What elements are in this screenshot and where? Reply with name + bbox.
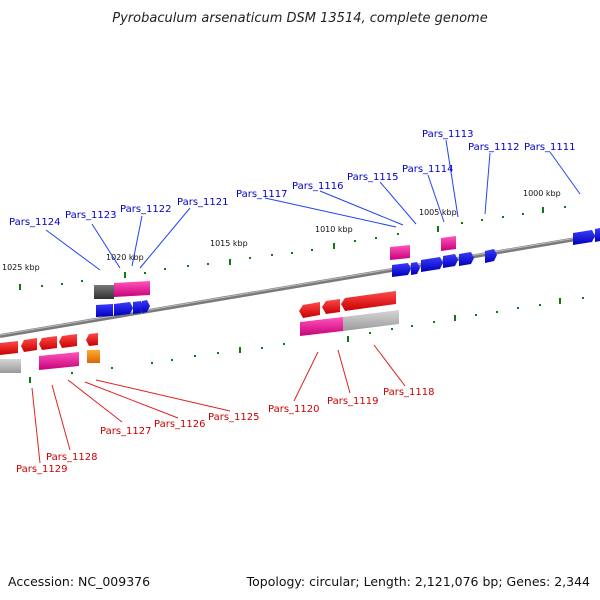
accession-text: Accession: NC_009376 (8, 574, 150, 589)
gene-label[interactable]: Pars_1115 (347, 172, 398, 183)
map-title: Pyrobaculum arsenaticum DSM 13514, compl… (112, 11, 487, 26)
kbp-label: 1015 kbp (210, 239, 248, 248)
gene-label[interactable]: Pars_1123 (65, 210, 116, 221)
gene-label[interactable]: Pars_1126 (154, 419, 205, 430)
gene-label[interactable]: Pars_1129 (16, 464, 67, 475)
kbp-label: 1000 kbp (523, 189, 561, 198)
gene-feature-pink[interactable] (390, 245, 410, 260)
gene-label[interactable]: Pars_1118 (383, 387, 434, 398)
gene-label[interactable]: Pars_1117 (236, 189, 287, 200)
kbp-tick-labels: 1025 kbp 1020 kbp 1015 kbp 1010 kbp 1005… (2, 189, 561, 272)
cds-arrow-reverse[interactable] (21, 338, 37, 352)
forward-strand-genes (94, 228, 600, 317)
gene-feature-pink[interactable] (114, 281, 150, 297)
cds-arrow-forward[interactable] (485, 249, 497, 263)
gene-feature-grey[interactable] (343, 310, 399, 331)
cds-arrow-reverse[interactable] (59, 334, 77, 348)
gene-feature-pink[interactable] (441, 236, 456, 251)
cds-arrow-forward[interactable] (142, 300, 150, 313)
gene-label[interactable]: Pars_1119 (327, 396, 378, 407)
cds-arrow-forward[interactable] (96, 304, 113, 317)
inner-tick-row (29, 297, 584, 383)
cds-arrow-reverse[interactable] (39, 336, 57, 350)
cds-arrow-reverse[interactable] (0, 341, 18, 355)
gene-label[interactable]: Pars_1127 (100, 426, 151, 437)
kbp-label: 1010 kbp (315, 225, 353, 234)
gene-label[interactable]: Pars_1120 (268, 404, 319, 415)
cds-arrow-forward[interactable] (392, 263, 411, 277)
cds-arrow-forward[interactable] (421, 257, 443, 272)
gene-feature-grey[interactable] (0, 359, 21, 373)
cds-arrow-forward[interactable] (573, 230, 595, 245)
kbp-label: 1025 kbp (2, 263, 40, 272)
gene-label[interactable]: Pars_1128 (46, 452, 97, 463)
forward-leader-lines (45, 139, 581, 271)
gene-feature-grey[interactable] (94, 285, 114, 299)
kbp-label: 1005 kbp (419, 208, 457, 217)
gene-feature-orange[interactable] (87, 350, 100, 363)
genome-backbone (0, 233, 600, 338)
genome-summary-text: Topology: circular; Length: 2,121,076 bp… (246, 574, 590, 589)
cds-arrow-forward[interactable] (411, 262, 420, 275)
gene-label[interactable]: Pars_1121 (177, 197, 228, 208)
forward-gene-labels: Pars_1124 Pars_1123 Pars_1122 Pars_1121 … (9, 129, 575, 228)
cds-arrow-reverse[interactable] (299, 302, 320, 318)
gene-label[interactable]: Pars_1116 (292, 181, 343, 192)
gene-feature-pink[interactable] (300, 317, 343, 336)
gene-label[interactable]: Pars_1113 (422, 129, 473, 140)
cds-arrow-forward[interactable] (133, 301, 144, 314)
genome-backbone-highlight (0, 233, 600, 336)
gene-label[interactable]: Pars_1122 (120, 204, 171, 215)
cds-arrow-forward[interactable] (443, 254, 458, 268)
cds-arrow-reverse[interactable] (86, 333, 98, 346)
gene-label[interactable]: Pars_1124 (9, 217, 60, 228)
gene-feature-pink[interactable] (39, 352, 79, 370)
reverse-gene-labels: Pars_1129 Pars_1128 Pars_1127 Pars_1126 … (16, 387, 434, 475)
gene-label[interactable]: Pars_1114 (402, 164, 453, 175)
gene-label[interactable]: Pars_1125 (208, 412, 259, 423)
reverse-strand-genes (0, 291, 399, 373)
gene-label[interactable]: Pars_1112 (468, 142, 519, 153)
cds-arrow-forward[interactable] (114, 302, 133, 316)
cds-arrow-reverse[interactable] (322, 299, 340, 314)
cds-arrow-forward[interactable] (459, 252, 474, 266)
gene-label[interactable]: Pars_1111 (524, 142, 575, 153)
cds-arrow-forward[interactable] (595, 228, 600, 242)
outer-tick-row (19, 206, 566, 290)
reverse-leader-lines (31, 344, 406, 464)
kbp-label: 1020 kbp (106, 253, 144, 262)
cds-arrow-reverse[interactable] (341, 291, 396, 311)
